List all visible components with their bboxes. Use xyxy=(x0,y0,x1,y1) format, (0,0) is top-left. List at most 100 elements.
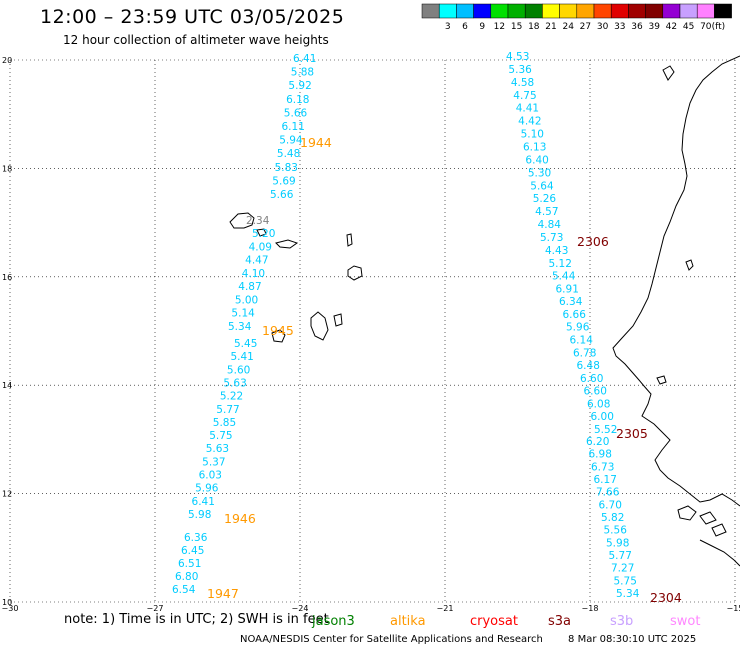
legend-label: 33 xyxy=(614,22,625,32)
wave-height-value: 6.20 xyxy=(586,436,609,448)
wave-height-value: 6.11 xyxy=(282,121,305,133)
wave-height-value: 7.66 xyxy=(596,487,620,499)
island-santiago xyxy=(310,311,329,341)
island-santo-antao xyxy=(229,212,255,229)
lat-tick-label: 12 xyxy=(2,490,12,499)
wave-height-value: 6.41 xyxy=(192,496,215,508)
wave-height-value: 6.14 xyxy=(570,335,594,347)
wave-height-value: 6.66 xyxy=(563,309,587,321)
wave-height-value: 6.80 xyxy=(175,571,198,583)
legend-swatch xyxy=(714,3,732,19)
lon-tick-label: −18 xyxy=(582,604,599,613)
pass-time-label: 1946 xyxy=(224,511,256,526)
wave-height-value: 4.43 xyxy=(545,245,568,257)
africa-coast xyxy=(612,55,740,507)
axis-labels: 20 18 16 14 12 10−30 −27 −24 −21 −18 −15 xyxy=(2,56,740,613)
legend-swatch xyxy=(593,3,612,19)
wave-height-value: 6.18 xyxy=(286,94,309,106)
wave-height-value: 5.64 xyxy=(530,180,554,192)
lon-tick-label: −24 xyxy=(292,604,309,613)
wave-height-value: 5.52 xyxy=(594,424,617,436)
wave-height-value: 5.63 xyxy=(206,443,229,455)
legend-label: 24 xyxy=(562,22,574,32)
wave-height-value: 6.98 xyxy=(589,449,612,461)
guinea-coast xyxy=(699,539,740,567)
wave-height-value: 4.10 xyxy=(242,268,265,280)
legend-label: 42 xyxy=(666,22,677,32)
legend-label: 36 xyxy=(631,22,643,32)
wave-height-value: 5.66 xyxy=(284,107,308,119)
wave-height-value: 5.75 xyxy=(614,575,637,587)
grid-lines xyxy=(9,59,736,603)
island-sao-nicolau xyxy=(275,239,299,249)
wave-height-value: 5.77 xyxy=(609,550,632,562)
legend-label: 18 xyxy=(528,22,540,32)
bissagos-islands xyxy=(677,505,727,537)
wave-height-value: 5.26 xyxy=(533,193,557,205)
wave-height-value: 5.36 xyxy=(508,64,532,76)
track-2304: 6.206.986.736.177.666.705.825.565.985.77… xyxy=(586,436,682,605)
wave-height-value: 4.53 xyxy=(506,51,529,63)
wave-height-value: 5.92 xyxy=(288,80,311,92)
legend-label: 45 xyxy=(683,22,694,32)
wave-height-value: 6.73 xyxy=(591,461,614,473)
legend-swatch xyxy=(507,3,526,19)
wave-height-value: 4.41 xyxy=(516,103,539,115)
wave-height-value: 5.12 xyxy=(549,258,572,270)
wave-height-value: 6.91 xyxy=(556,283,579,295)
legend-label: 39 xyxy=(648,22,660,32)
wave-height-value: 5.20 xyxy=(252,228,275,240)
wave-height-value: 6.17 xyxy=(594,474,617,486)
wave-height-value: 5.45 xyxy=(234,338,257,350)
wave-height-value: 5.10 xyxy=(521,129,544,141)
legend-swatch xyxy=(438,3,457,19)
wave-height-value: 6.13 xyxy=(523,142,546,154)
legend-swatch xyxy=(559,3,578,19)
legend-swatch xyxy=(662,3,681,19)
legend-label: 70 xyxy=(700,22,712,32)
lat-tick-label: 20 xyxy=(2,56,12,65)
legend-label: 21 xyxy=(545,22,556,32)
wave-height-value: 5.94 xyxy=(279,135,303,147)
track-2305: 4.435.125.446.916.346.665.966.146.786.48… xyxy=(545,245,648,441)
legend-swatch xyxy=(473,3,492,19)
wave-height-value: 5.96 xyxy=(195,483,219,495)
wave-height-value: 5.69 xyxy=(272,175,295,187)
pass-time-label: 2305 xyxy=(616,426,648,441)
legend-label: 27 xyxy=(580,22,591,32)
legend-unit: (ft) xyxy=(712,22,726,32)
legend-label: 30 xyxy=(597,22,609,32)
wave-height-value: 5.98 xyxy=(188,509,211,521)
footnote: note: 1) Time is in UTC; 2) SWH is in fe… xyxy=(64,612,329,627)
wave-height-value: 5.14 xyxy=(231,308,255,320)
wave-height-value: 6.45 xyxy=(181,545,204,557)
wave-height-value: 6.54 xyxy=(172,584,196,596)
track-1944: 6.415.885.926.185.666.115.945.485.835.69… xyxy=(270,53,332,201)
pass-time-label: 1944 xyxy=(300,135,332,150)
wave-height-value: 4.47 xyxy=(245,255,268,267)
wave-height-value: 4.42 xyxy=(518,116,541,128)
wave-height-value: 5.85 xyxy=(213,417,236,429)
wave-height-value: 6.40 xyxy=(525,154,548,166)
page-subtitle: 12 hour collection of altimeter wave hei… xyxy=(63,33,329,47)
legend-swatch xyxy=(696,3,715,19)
wave-height-value: 5.41 xyxy=(230,351,253,363)
pass-time-label: 2304 xyxy=(650,590,682,605)
legend-label: 6 xyxy=(462,22,468,32)
island-fogo xyxy=(271,329,286,343)
coast-inlet-1 xyxy=(685,259,694,271)
wave-height-value: 6.03 xyxy=(199,470,222,482)
wave-height-value: 4.84 xyxy=(538,219,562,231)
coast-inlet-2 xyxy=(656,375,667,385)
legend-swatch xyxy=(576,3,595,19)
lat-tick-label: 14 xyxy=(2,381,12,390)
wave-height-value: 6.41 xyxy=(293,53,316,65)
wave-height-value: 5.34 xyxy=(228,321,252,333)
wave-height-value: 6.51 xyxy=(178,558,201,570)
legend-label: 3 xyxy=(445,22,451,32)
track-1947: 6.366.456.516.806.54 1947 xyxy=(172,532,239,601)
lon-tick-label: −21 xyxy=(437,604,454,613)
legend-swatch xyxy=(524,3,543,19)
lat-tick-label: 10 xyxy=(2,598,12,607)
